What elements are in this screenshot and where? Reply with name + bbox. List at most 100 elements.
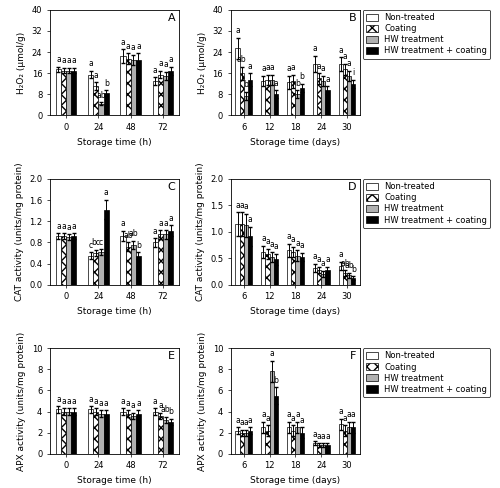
Bar bbox=[296, 94, 300, 116]
Bar bbox=[343, 430, 347, 454]
Bar bbox=[88, 409, 94, 454]
Text: a: a bbox=[270, 349, 274, 358]
Bar bbox=[72, 236, 76, 285]
Text: a: a bbox=[131, 43, 136, 52]
Text: b: b bbox=[295, 79, 300, 88]
Bar bbox=[240, 433, 244, 454]
Bar bbox=[136, 60, 141, 116]
Bar bbox=[300, 88, 304, 116]
Bar bbox=[351, 278, 356, 285]
Text: a: a bbox=[287, 64, 292, 73]
Bar bbox=[66, 71, 71, 116]
Bar bbox=[152, 243, 158, 285]
Text: b: b bbox=[351, 264, 356, 274]
Text: b: b bbox=[136, 241, 141, 250]
Bar bbox=[292, 252, 296, 285]
Bar bbox=[130, 416, 136, 454]
Text: a: a bbox=[136, 399, 141, 408]
Text: b: b bbox=[274, 376, 278, 385]
Bar bbox=[168, 231, 173, 285]
Bar bbox=[163, 76, 168, 116]
Bar bbox=[287, 427, 292, 454]
Bar bbox=[56, 409, 61, 454]
Bar bbox=[270, 257, 274, 285]
Bar bbox=[347, 275, 351, 285]
Text: F: F bbox=[350, 351, 356, 361]
Text: a: a bbox=[66, 223, 71, 232]
Text: a: a bbox=[295, 410, 300, 420]
Bar bbox=[61, 236, 66, 285]
Text: a: a bbox=[168, 55, 173, 64]
Bar bbox=[130, 60, 136, 116]
Text: a: a bbox=[248, 215, 252, 224]
Text: a: a bbox=[235, 201, 240, 210]
X-axis label: Storage time (h): Storage time (h) bbox=[78, 307, 152, 316]
Bar bbox=[98, 414, 103, 454]
Bar bbox=[326, 446, 330, 454]
Text: ab: ab bbox=[237, 55, 246, 64]
Bar bbox=[66, 411, 71, 454]
Bar bbox=[274, 259, 278, 285]
Text: a: a bbox=[153, 65, 158, 75]
Bar bbox=[72, 71, 76, 116]
Bar bbox=[248, 430, 252, 454]
Text: c: c bbox=[99, 238, 103, 246]
Text: a: a bbox=[312, 252, 318, 261]
Text: a: a bbox=[317, 61, 322, 71]
Text: a: a bbox=[312, 429, 318, 439]
Text: a: a bbox=[120, 219, 126, 228]
Bar bbox=[88, 256, 94, 285]
Bar bbox=[248, 80, 252, 116]
Text: a: a bbox=[248, 416, 252, 425]
Text: a: a bbox=[291, 63, 296, 72]
Text: a: a bbox=[104, 188, 108, 198]
Text: E: E bbox=[168, 351, 175, 361]
Bar bbox=[240, 224, 244, 285]
Bar bbox=[287, 250, 292, 285]
Y-axis label: APX activity (units/mg protein): APX activity (units/mg protein) bbox=[198, 331, 207, 470]
Text: a: a bbox=[321, 64, 326, 73]
Text: a: a bbox=[94, 71, 98, 80]
Text: b: b bbox=[104, 79, 108, 88]
Bar bbox=[300, 433, 304, 454]
Text: C: C bbox=[168, 182, 175, 192]
Text: a: a bbox=[261, 410, 266, 420]
Text: a: a bbox=[265, 237, 270, 246]
X-axis label: Storage time (days): Storage time (days) bbox=[250, 307, 340, 316]
Text: a: a bbox=[248, 61, 252, 71]
Bar bbox=[326, 270, 330, 285]
Text: a: a bbox=[158, 59, 163, 68]
Bar bbox=[236, 224, 240, 285]
Text: ab: ab bbox=[340, 259, 350, 268]
Bar bbox=[152, 81, 158, 116]
Text: A: A bbox=[168, 13, 175, 23]
Bar bbox=[94, 86, 98, 116]
Bar bbox=[244, 96, 248, 116]
Text: a: a bbox=[312, 44, 318, 53]
Text: a: a bbox=[261, 64, 266, 73]
Text: a: a bbox=[168, 214, 173, 223]
Bar bbox=[266, 80, 270, 116]
Text: a: a bbox=[72, 397, 76, 406]
Text: a: a bbox=[131, 401, 136, 410]
Text: b: b bbox=[168, 407, 173, 416]
Y-axis label: APX activity (units/mg protein): APX activity (units/mg protein) bbox=[18, 331, 26, 470]
Text: a: a bbox=[240, 418, 244, 427]
Bar bbox=[321, 274, 326, 285]
Bar bbox=[130, 245, 136, 285]
Text: a: a bbox=[244, 418, 248, 427]
Bar bbox=[287, 82, 292, 116]
Bar bbox=[296, 256, 300, 285]
Bar bbox=[158, 234, 163, 285]
Bar bbox=[168, 422, 173, 454]
X-axis label: Storage time (h): Storage time (h) bbox=[78, 476, 152, 485]
Text: a: a bbox=[61, 222, 66, 231]
Text: a: a bbox=[56, 222, 61, 231]
Text: a: a bbox=[235, 416, 240, 425]
Text: a: a bbox=[291, 414, 296, 423]
Bar bbox=[351, 84, 356, 116]
Text: D: D bbox=[348, 182, 356, 192]
Bar bbox=[120, 236, 126, 285]
Text: ab: ab bbox=[344, 261, 354, 270]
Text: a: a bbox=[56, 55, 61, 64]
